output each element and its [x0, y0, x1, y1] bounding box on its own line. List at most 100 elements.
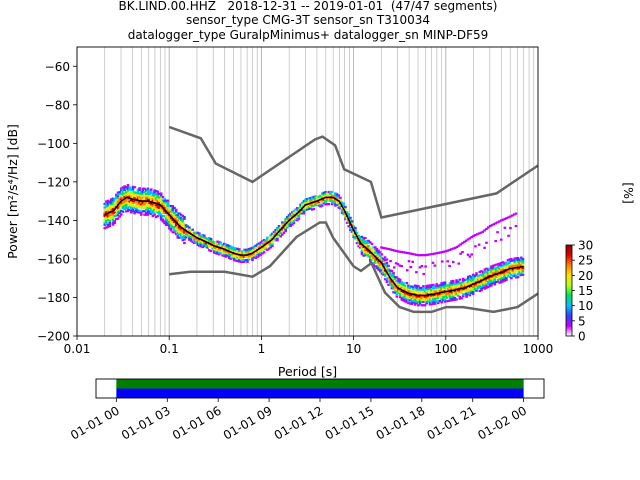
density-cell: [178, 222, 181, 225]
density-cell: [176, 212, 180, 215]
density-cell: [438, 296, 442, 299]
density-cell: [153, 206, 156, 209]
density-cell: [349, 227, 352, 230]
density-cell: [520, 263, 523, 266]
density-cell: [427, 289, 430, 292]
density-cell: [518, 258, 521, 261]
density-cell: [289, 214, 292, 217]
density-cell: [264, 248, 268, 251]
density-cell: [455, 245, 459, 249]
density-cell: [509, 215, 512, 218]
density-cell: [364, 247, 367, 250]
density-cell: [312, 202, 316, 205]
density-cell: [281, 230, 284, 233]
density-cell: [498, 220, 501, 223]
density-cell: [115, 202, 118, 205]
density-cell: [196, 243, 199, 247]
density-cell: [506, 269, 510, 272]
density-cell: [390, 269, 394, 273]
density-cell: [219, 248, 223, 251]
density-cell: [204, 242, 208, 245]
density-cell: [146, 208, 150, 211]
density-cell: [498, 264, 502, 267]
density-cell: [335, 195, 339, 198]
density-cell: [324, 201, 327, 204]
density-cell: [174, 219, 178, 222]
density-cell: [123, 199, 126, 202]
density-cell: [126, 192, 130, 195]
density-cell: [168, 218, 171, 221]
density-cell: [359, 236, 362, 239]
density-cell: [206, 246, 209, 249]
density-cell: [392, 273, 395, 276]
density-cell: [239, 260, 243, 263]
density-cell: [128, 195, 131, 198]
density-cell: [364, 250, 367, 253]
density-cell: [409, 265, 413, 269]
density-cell: [442, 288, 445, 291]
density-cell: [123, 192, 126, 195]
density-cell: [440, 301, 443, 304]
density-cell: [463, 282, 467, 285]
coverage-tick-label: 01-01 18: [374, 403, 428, 442]
density-cell: [383, 264, 387, 267]
density-cell: [199, 240, 203, 243]
density-cell: [465, 292, 468, 295]
density-cell: [354, 230, 357, 233]
density-cell: [251, 250, 254, 253]
density-cell: [244, 248, 248, 251]
density-cell: [116, 217, 120, 220]
density-cell: [357, 241, 360, 244]
density-cell: [415, 302, 419, 305]
density-cell: [446, 249, 450, 252]
density-cell: [364, 254, 367, 257]
density-cell: [226, 247, 229, 250]
coverage-tick-label: 01-02 00: [475, 403, 529, 442]
density-cell: [499, 238, 503, 241]
density-cell: [395, 283, 399, 286]
density-cell: [407, 289, 410, 292]
density-cell: [169, 210, 173, 213]
density-cell: [368, 248, 372, 251]
density-cell: [171, 231, 175, 234]
density-cell: [103, 202, 107, 206]
colorbar-tick-label: 5: [578, 314, 586, 328]
density-cell: [169, 222, 173, 225]
density-cell: [329, 192, 332, 195]
density-cell: [443, 295, 447, 298]
density-cell: [125, 199, 128, 203]
density-cell: [173, 220, 176, 223]
density-cell: [232, 248, 236, 251]
density-cell: [337, 201, 341, 204]
density-cell: [164, 206, 168, 209]
density-cell: [193, 240, 196, 243]
density-cell: [325, 203, 329, 206]
density-cell: [183, 224, 186, 227]
density-cell: [445, 296, 448, 299]
density-cell: [163, 197, 166, 200]
density-cell: [264, 239, 268, 242]
density-cell: [241, 260, 244, 264]
density-cell: [485, 284, 488, 288]
density-cell: [174, 208, 178, 211]
density-cell: [332, 193, 336, 196]
density-cell: [264, 244, 268, 247]
density-cell: [156, 197, 160, 200]
density-cell: [164, 223, 168, 227]
density-cell: [437, 301, 440, 305]
density-cell: [319, 200, 322, 203]
density-cell: [217, 253, 221, 256]
density-cell: [209, 250, 213, 253]
density-cell: [134, 205, 138, 208]
density-cell: [373, 256, 377, 259]
density-cell: [120, 204, 123, 207]
density-cell: [375, 261, 379, 264]
density-cell: [352, 225, 355, 228]
density-cell: [417, 285, 420, 288]
density-cell: [121, 201, 125, 205]
density-cell: [134, 203, 138, 207]
density-cell: [131, 201, 135, 204]
density-cell: [397, 288, 400, 291]
density-cell: [508, 270, 511, 273]
density-cell: [387, 269, 390, 273]
